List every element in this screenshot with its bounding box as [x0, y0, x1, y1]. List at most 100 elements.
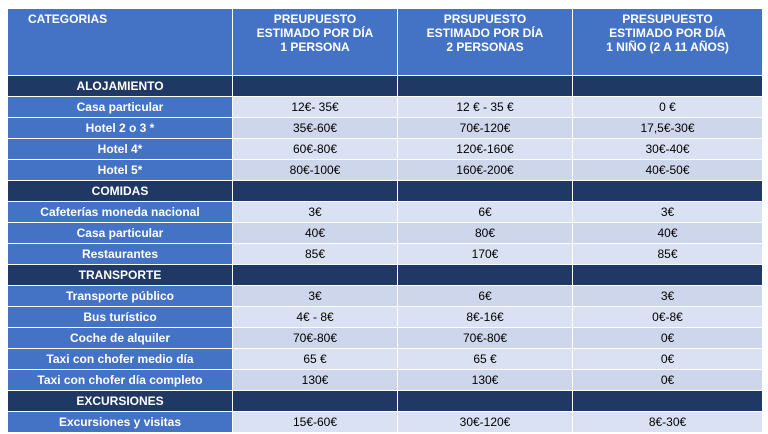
- value-cell: 65 €: [397, 348, 573, 370]
- budget-table: CATEGORIAS PREUPUESTO ESTIMADO POR DÍA 1 PE…: [7, 8, 763, 433]
- data-row: Taxi con chofer medio día 65 €65 €0€: [7, 348, 763, 370]
- section-filler: [232, 75, 398, 97]
- category-cell: Taxi con chofer medio día: [7, 348, 233, 370]
- value-cell: 4€ - 8€: [232, 306, 398, 328]
- value-cell: 35€-60€: [232, 117, 398, 139]
- section-filler: [397, 264, 573, 286]
- section-filler: [572, 390, 763, 412]
- header-line: PRESUPUESTO: [622, 12, 713, 26]
- value-cell: 120€-160€: [397, 138, 573, 160]
- data-row: Excursiones y visitas 15€-60€ 30€-120€ 8€-3…: [7, 411, 763, 433]
- header-line: ESTIMADO POR DÍA: [609, 26, 726, 40]
- value-cell: 80€-100€: [232, 159, 398, 181]
- category-cell: Casa particular: [7, 96, 233, 118]
- data-row: Taxi con chofer día completo 130€ 130€ 0€: [7, 369, 763, 391]
- value-cell: 0€: [572, 348, 763, 370]
- category-cell: Hotel 2 o 3 *: [7, 117, 233, 139]
- value-cell: 170€: [397, 243, 573, 265]
- data-row: Coche de alquiler 70€-80€ 70€-80€ 0€: [7, 327, 763, 349]
- category-cell: Transporte público: [7, 285, 233, 307]
- header-cell: PREUPUESTO ESTIMADO POR DÍA 1 PERSONA: [232, 8, 398, 76]
- section-filler: [232, 264, 398, 286]
- value-cell: 0€: [572, 369, 763, 391]
- header-line: CATEGORIAS: [28, 12, 108, 26]
- section-row: ALOJAMIENTO: [7, 75, 763, 97]
- value-cell: 3€: [232, 201, 398, 223]
- section-filler: [397, 75, 573, 97]
- header-line: 1 PERSONA: [280, 40, 350, 54]
- category-cell: Bus turístico: [7, 306, 233, 328]
- section-title: ALOJAMIENTO: [7, 75, 233, 97]
- category-cell: Cafeterías moneda nacional: [7, 201, 233, 223]
- section-filler: [572, 75, 763, 97]
- value-cell: 40€: [572, 222, 763, 244]
- value-cell: 40€-50€: [572, 159, 763, 181]
- data-row: Casa particular 12€- 35€ 12 € - 35 €0 €: [7, 96, 763, 118]
- section-filler: [232, 180, 398, 202]
- header-cell: PRESUPUESTO ESTIMADO POR DÍA 1 NIÑO (2 A 1…: [572, 8, 763, 76]
- value-cell: 70€-80€: [232, 327, 398, 349]
- data-row: Bus turístico 4€ - 8€ 8€-16€ 0€-8€: [7, 306, 763, 328]
- value-cell: 65 €: [232, 348, 398, 370]
- value-cell: 6€: [397, 201, 573, 223]
- value-cell: 60€-80€: [232, 138, 398, 160]
- data-row: Hotel 4* 60€-80€ 120€-160€ 30€-40€: [7, 138, 763, 160]
- value-cell: 70€-80€: [397, 327, 573, 349]
- value-cell: 3€: [572, 201, 763, 223]
- value-cell: 8€-16€: [397, 306, 573, 328]
- value-cell: 30€-40€: [572, 138, 763, 160]
- table-body: ALOJAMIENTO Casa particular 12€- 35€ 12 € -…: [7, 75, 763, 433]
- section-row: TRANSPORTE: [7, 264, 763, 286]
- section-row: COMIDAS: [7, 180, 763, 202]
- value-cell: 130€: [232, 369, 398, 391]
- category-cell: Coche de alquiler: [7, 327, 233, 349]
- value-cell: 12 € - 35 €: [397, 96, 573, 118]
- value-cell: 80€: [397, 222, 573, 244]
- header-line: 1 NIÑO (2 A 11 AÑOS): [606, 40, 729, 54]
- category-cell: Restaurantes: [7, 243, 233, 265]
- section-filler: [232, 390, 398, 412]
- value-cell: 3€: [232, 285, 398, 307]
- value-cell: 130€: [397, 369, 573, 391]
- header-line: ESTIMADO POR DÍA: [256, 26, 374, 40]
- category-cell: Hotel 5*: [7, 159, 233, 181]
- value-cell: 40€: [232, 222, 398, 244]
- value-cell: 70€-120€: [397, 117, 573, 139]
- header-line: ESTIMADO POR DÍA: [426, 26, 544, 40]
- header-line: 2 PERSONAS: [446, 40, 524, 54]
- data-row: Casa particular 40€ 80€ 40€: [7, 222, 763, 244]
- section-title: TRANSPORTE: [7, 264, 233, 286]
- section-filler: [572, 180, 763, 202]
- section-filler: [397, 180, 573, 202]
- value-cell: 160€-200€: [397, 159, 573, 181]
- category-cell: Casa particular: [7, 222, 233, 244]
- value-cell: 30€-120€: [397, 411, 573, 433]
- data-row: Cafeterías moneda nacional 3€ 6€ 3€: [7, 201, 763, 223]
- value-cell: 15€-60€: [232, 411, 398, 433]
- section-filler: [397, 390, 573, 412]
- header-row: CATEGORIAS PREUPUESTO ESTIMADO POR DÍA 1 PE…: [7, 8, 763, 76]
- header-line: PREUPUESTO: [273, 12, 357, 26]
- header-cell: CATEGORIAS: [7, 8, 233, 76]
- value-cell: 12€- 35€: [232, 96, 398, 118]
- category-cell: Hotel 4*: [7, 138, 233, 160]
- value-cell: 17,5€-30€: [572, 117, 763, 139]
- section-title: EXCURSIONES: [7, 390, 233, 412]
- value-cell: 85€: [232, 243, 398, 265]
- section-title: COMIDAS: [7, 180, 233, 202]
- data-row: Transporte público 3€ 6€ 3€: [7, 285, 763, 307]
- data-row: Hotel 2 o 3 * 35€-60€ 70€-120€ 17,5€-30€: [7, 117, 763, 139]
- value-cell: 6€: [397, 285, 573, 307]
- section-row: EXCURSIONES: [7, 390, 763, 412]
- table-header: CATEGORIAS PREUPUESTO ESTIMADO POR DÍA 1 PE…: [7, 8, 763, 76]
- category-cell: Taxi con chofer día completo: [7, 369, 233, 391]
- data-row: Hotel 5* 80€-100€ 160€-200€ 40€-50€: [7, 159, 763, 181]
- section-filler: [572, 264, 763, 286]
- header-cell: PRSUPUESTO ESTIMADO POR DÍA 2 PERSONAS: [397, 8, 573, 76]
- value-cell: 3€: [572, 285, 763, 307]
- data-row: Restaurantes 85€ 170€ 85€: [7, 243, 763, 265]
- value-cell: 0€: [572, 327, 763, 349]
- value-cell: 0 €: [572, 96, 763, 118]
- value-cell: 8€-30€: [572, 411, 763, 433]
